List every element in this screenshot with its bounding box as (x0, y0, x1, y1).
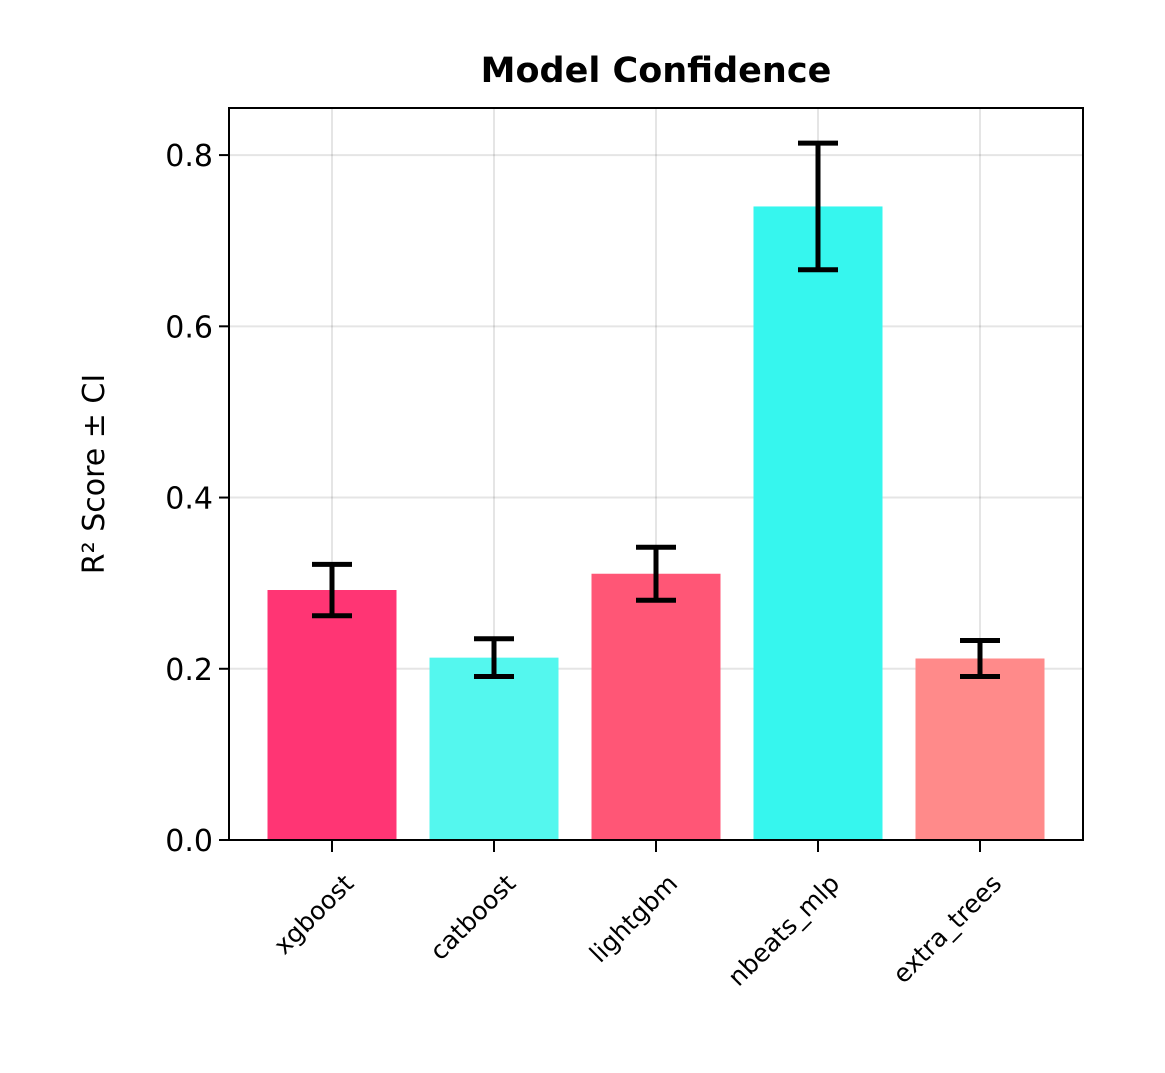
y-axis-title: R² Score ± CI (77, 374, 112, 574)
x-axis-ticks: xgboost catboost lightgbm nbeats_mlp extra_t… (268, 840, 1007, 992)
y-tick-label: 0.8 (165, 139, 213, 174)
y-tick-label: 0.6 (165, 310, 213, 345)
y-tick-label: 0.0 (165, 824, 213, 859)
y-axis-ticks: 0.0 0.2 0.4 0.6 0.8 (165, 139, 229, 859)
bar (429, 657, 559, 840)
bars (267, 206, 1045, 840)
bar (915, 658, 1045, 840)
error-bars (312, 140, 1000, 679)
x-tick-label: catboost (424, 869, 521, 966)
x-tick-label: lightgbm (584, 869, 683, 968)
bar (591, 573, 721, 840)
y-tick-label: 0.4 (165, 482, 213, 517)
y-tick-label: 0.2 (165, 653, 213, 688)
chart-title: Model Confidence (481, 51, 832, 91)
x-tick-label: extra_trees (887, 869, 1007, 989)
x-tick-label: xgboost (268, 869, 359, 960)
bar (753, 206, 883, 840)
bar (267, 590, 397, 840)
x-tick-label: nbeats_mlp (722, 869, 845, 992)
